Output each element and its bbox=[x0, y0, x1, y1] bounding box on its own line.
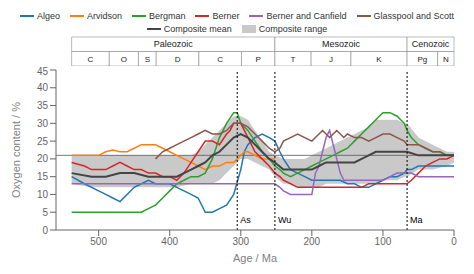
svg-text:J: J bbox=[329, 55, 333, 64]
svg-text:Mesozoic: Mesozoic bbox=[322, 39, 361, 49]
svg-text:Wu: Wu bbox=[278, 215, 291, 225]
svg-text:400: 400 bbox=[161, 236, 178, 247]
svg-text:T: T bbox=[291, 55, 296, 64]
svg-text:200: 200 bbox=[304, 236, 321, 247]
html-text:Glasspool and Scott: Glasspool and Scott bbox=[373, 10, 455, 21]
svg-text:100: 100 bbox=[375, 236, 392, 247]
svg-text:Oxygen content / %: Oxygen content / % bbox=[10, 102, 22, 198]
svg-text:C: C bbox=[217, 55, 223, 64]
svg-text:5: 5 bbox=[42, 207, 48, 218]
svg-text:0: 0 bbox=[42, 225, 48, 236]
svg-text:P: P bbox=[256, 55, 261, 64]
svg-text:0: 0 bbox=[451, 236, 457, 247]
svg-text:D: D bbox=[175, 55, 181, 64]
html-text:Algeo: Algeo bbox=[36, 10, 60, 21]
svg-text:25: 25 bbox=[37, 136, 49, 147]
svg-text:35: 35 bbox=[37, 100, 49, 111]
html-text:Composite range: Composite range bbox=[258, 23, 328, 34]
svg-text:Ma: Ma bbox=[410, 215, 423, 225]
svg-text:S: S bbox=[145, 55, 150, 64]
svg-text:O: O bbox=[121, 55, 127, 64]
svg-text:Pg: Pg bbox=[417, 55, 427, 64]
svg-text:30: 30 bbox=[37, 118, 49, 129]
html-text:Arvidson: Arvidson bbox=[86, 10, 122, 21]
html-text:Berner: Berner bbox=[212, 10, 240, 21]
svg-text:As: As bbox=[240, 215, 251, 225]
svg-text:Age / Ma: Age / Ma bbox=[233, 252, 278, 264]
svg-text:C: C bbox=[88, 55, 94, 64]
svg-text:40: 40 bbox=[37, 82, 49, 93]
svg-text:Cenozoic: Cenozoic bbox=[412, 39, 450, 49]
svg-text:10: 10 bbox=[37, 189, 49, 200]
svg-text:20: 20 bbox=[37, 153, 49, 164]
svg-text:15: 15 bbox=[37, 171, 49, 182]
html-text:Composite mean: Composite mean bbox=[163, 23, 232, 34]
svg-text:Paleozoic: Paleozoic bbox=[154, 39, 194, 49]
svg-text:K: K bbox=[376, 55, 382, 64]
svg-text:300: 300 bbox=[232, 236, 249, 247]
svg-text:500: 500 bbox=[90, 236, 107, 247]
html-text:Berner and Canfield: Berner and Canfield bbox=[266, 10, 347, 21]
html-text:Bergman: Bergman bbox=[148, 10, 186, 21]
svg-text:45: 45 bbox=[37, 66, 49, 77]
svg-text:N: N bbox=[443, 55, 449, 64]
